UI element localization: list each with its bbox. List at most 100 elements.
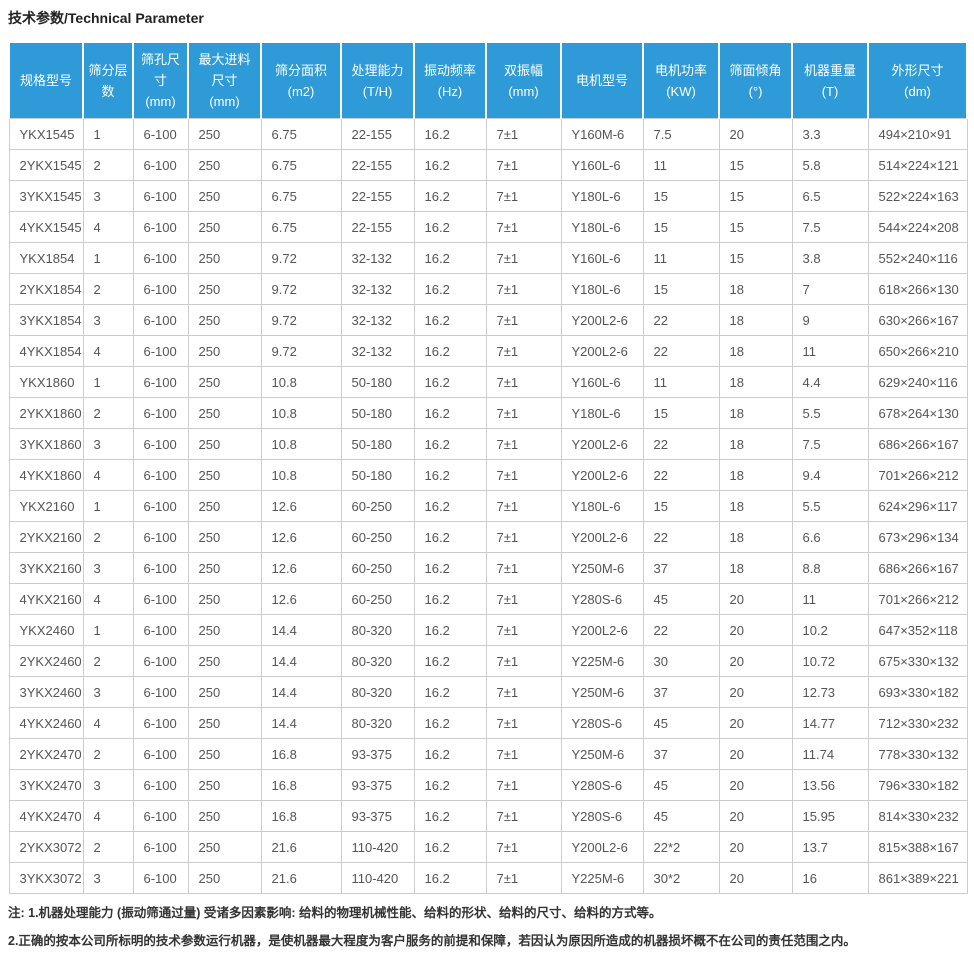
cell-area: 14.4 <box>260 707 342 739</box>
cell-power: 45 <box>642 583 720 615</box>
cell-layers: 3 <box>82 552 134 584</box>
cell-area: 14.4 <box>260 614 342 646</box>
column-header-model: 规格型号 <box>8 41 84 119</box>
cell-amplitude: 7±1 <box>485 211 562 243</box>
cell-frequency: 16.2 <box>413 397 487 429</box>
table-header: 规格型号 筛分层数筛孔尺寸 (mm) 最大进料 尺寸 (mm) 筛分面积 (m2) 处理能力 (T… <box>8 41 968 119</box>
cell-layers: 2 <box>82 273 134 305</box>
cell-dims: 675×330×132 <box>867 645 968 677</box>
cell-incline: 18 <box>718 304 793 336</box>
cell-area: 21.6 <box>260 831 342 863</box>
cell-frequency: 16.2 <box>413 800 487 832</box>
cell-motor: Y160L-6 <box>560 242 644 274</box>
cell-hole: 6-100 <box>132 645 189 677</box>
cell-feed: 250 <box>187 800 262 832</box>
cell-amplitude: 7±1 <box>485 707 562 739</box>
cell-dims: 630×266×167 <box>867 304 968 336</box>
cell-amplitude: 7±1 <box>485 490 562 522</box>
cell-frequency: 16.2 <box>413 645 487 677</box>
table-row: 2YKX1545 2 6-100 250 6.75 22-155 16.2 7±1 Y160L-… <box>8 149 968 181</box>
cell-frequency: 16.2 <box>413 459 487 491</box>
cell-power: 22 <box>642 521 720 553</box>
cell-hole: 6-100 <box>132 521 189 553</box>
cell-power: 15 <box>642 211 720 243</box>
cell-model: 4YKX1860 <box>8 459 84 491</box>
cell-feed: 250 <box>187 428 262 460</box>
table-row: YKX1545 1 6-100 250 6.75 22-155 16.2 7±1 Y160M-6… <box>8 118 968 150</box>
cell-layers: 1 <box>82 614 134 646</box>
table-row: 4YKX1854 4 6-100 250 9.72 32-132 16.2 7±1 Y200L2… <box>8 335 968 367</box>
cell-area: 14.4 <box>260 645 342 677</box>
cell-hole: 6-100 <box>132 304 189 336</box>
cell-capacity: 32-132 <box>340 335 415 367</box>
cell-feed: 250 <box>187 304 262 336</box>
cell-hole: 6-100 <box>132 366 189 398</box>
cell-weight: 10.2 <box>791 614 869 646</box>
cell-power: 11 <box>642 149 720 181</box>
cell-amplitude: 7±1 <box>485 614 562 646</box>
cell-weight: 9 <box>791 304 869 336</box>
cell-amplitude: 7±1 <box>485 366 562 398</box>
cell-capacity: 80-320 <box>340 676 415 708</box>
table-row: 4YKX1860 4 6-100 250 10.8 50-180 16.2 7±1 Y200L2… <box>8 459 968 491</box>
technical-parameter-table: 规格型号 筛分层数筛孔尺寸 (mm) 最大进料 尺寸 (mm) 筛分面积 (m2) 处理能力 (T… <box>8 41 968 894</box>
cell-weight: 7 <box>791 273 869 305</box>
cell-power: 22 <box>642 428 720 460</box>
cell-capacity: 22-155 <box>340 180 415 212</box>
cell-dims: 647×352×118 <box>867 614 968 646</box>
cell-dims: 514×224×121 <box>867 149 968 181</box>
cell-capacity: 110-420 <box>340 831 415 863</box>
cell-area: 6.75 <box>260 180 342 212</box>
column-header-dims: 外形尺寸 (dm) <box>867 41 968 119</box>
cell-model: 3YKX2470 <box>8 769 84 801</box>
cell-motor: Y225M-6 <box>560 862 644 894</box>
cell-capacity: 22-155 <box>340 149 415 181</box>
cell-dims: 686×266×167 <box>867 428 968 460</box>
footnotes: 注: 1.机器处理能力 (振动筛通过量) 受诸多因素影响: 给料的物理机械性能、… <box>8 906 966 949</box>
table-row: YKX1854 1 6-100 250 9.72 32-132 16.2 7±1 Y160L-6… <box>8 242 968 274</box>
cell-weight: 11 <box>791 335 869 367</box>
cell-capacity: 60-250 <box>340 521 415 553</box>
cell-model: 3YKX1854 <box>8 304 84 336</box>
column-header-weight: 机器重量 (T) <box>791 41 869 119</box>
cell-feed: 250 <box>187 490 262 522</box>
cell-dims: 618×266×130 <box>867 273 968 305</box>
table-row: 2YKX2460 2 6-100 250 14.4 80-320 16.2 7±1 Y225M-… <box>8 645 968 677</box>
cell-dims: 701×266×212 <box>867 459 968 491</box>
cell-amplitude: 7±1 <box>485 335 562 367</box>
cell-amplitude: 7±1 <box>485 118 562 150</box>
cell-area: 6.75 <box>260 149 342 181</box>
table-row: 3YKX2160 3 6-100 250 12.6 60-250 16.2 7±1 Y250M-… <box>8 552 968 584</box>
table-row: 3YKX1860 3 6-100 250 10.8 50-180 16.2 7±1 Y200L2… <box>8 428 968 460</box>
cell-power: 15 <box>642 273 720 305</box>
cell-area: 12.6 <box>260 552 342 584</box>
cell-capacity: 110-420 <box>340 862 415 894</box>
cell-amplitude: 7±1 <box>485 552 562 584</box>
cell-power: 22*2 <box>642 831 720 863</box>
cell-area: 9.72 <box>260 242 342 274</box>
cell-model: 3YKX1860 <box>8 428 84 460</box>
cell-layers: 3 <box>82 769 134 801</box>
cell-dims: 629×240×116 <box>867 366 968 398</box>
cell-weight: 10.72 <box>791 645 869 677</box>
cell-power: 15 <box>642 180 720 212</box>
cell-weight: 13.7 <box>791 831 869 863</box>
table-row: 3YKX2470 3 6-100 250 16.8 93-375 16.2 7±1 Y280S-… <box>8 769 968 801</box>
cell-feed: 250 <box>187 831 262 863</box>
cell-layers: 4 <box>82 459 134 491</box>
cell-area: 14.4 <box>260 676 342 708</box>
cell-dims: 494×210×91 <box>867 118 968 150</box>
cell-power: 11 <box>642 242 720 274</box>
cell-dims: 650×266×210 <box>867 335 968 367</box>
cell-hole: 6-100 <box>132 118 189 150</box>
table-row: 2YKX1854 2 6-100 250 9.72 32-132 16.2 7±1 Y180L-… <box>8 273 968 305</box>
cell-model: YKX2160 <box>8 490 84 522</box>
cell-area: 12.6 <box>260 583 342 615</box>
cell-amplitude: 7±1 <box>485 459 562 491</box>
cell-model: 3YKX2160 <box>8 552 84 584</box>
column-header-layers: 筛分层数 <box>82 41 134 119</box>
cell-frequency: 16.2 <box>413 552 487 584</box>
cell-feed: 250 <box>187 707 262 739</box>
cell-dims: 796×330×182 <box>867 769 968 801</box>
cell-motor: Y250M-6 <box>560 552 644 584</box>
